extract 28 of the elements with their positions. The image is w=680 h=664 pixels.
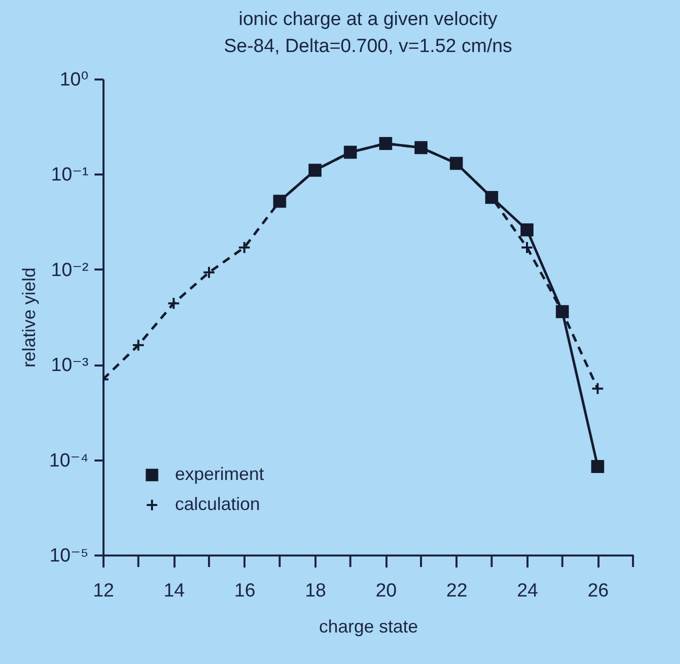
point <box>167 296 180 310</box>
x-tick-label: 26 <box>588 580 609 602</box>
x-tick-label: 22 <box>446 580 468 602</box>
point <box>520 223 534 236</box>
y-tick-label: 10⁻⁴ <box>49 450 88 472</box>
point <box>520 240 534 254</box>
legend-label: experiment <box>175 464 264 484</box>
point <box>591 460 604 473</box>
y-tick-label: 10⁻³ <box>51 355 88 376</box>
x-tick-label: 16 <box>234 580 256 602</box>
x-axis-title: charge state <box>318 616 418 636</box>
x-tick-label: 18 <box>304 580 326 602</box>
point <box>591 382 604 396</box>
legend-label: calculation <box>175 494 260 514</box>
point <box>132 338 145 352</box>
y-tick-label: 10⁻² <box>51 260 88 281</box>
y-tick-label: 10⁻⁵ <box>49 546 88 566</box>
x-tick-label: 14 <box>164 580 186 602</box>
point <box>238 240 251 254</box>
y-tick-label: 10⁻¹ <box>51 164 88 186</box>
chart-subtitle: Se-84, Delta=0.700, v=1.52 cm/ns <box>224 36 512 57</box>
chart-title: ionic charge at a given velocity <box>238 9 498 30</box>
point <box>202 266 216 279</box>
x-tick-label: 20 <box>376 580 397 602</box>
x-tick-label: 24 <box>516 580 538 602</box>
x-tick-label: 12 <box>92 580 114 602</box>
y-axis-title: relative yield <box>19 267 40 368</box>
y-tick-label: 10⁰ <box>60 70 88 90</box>
